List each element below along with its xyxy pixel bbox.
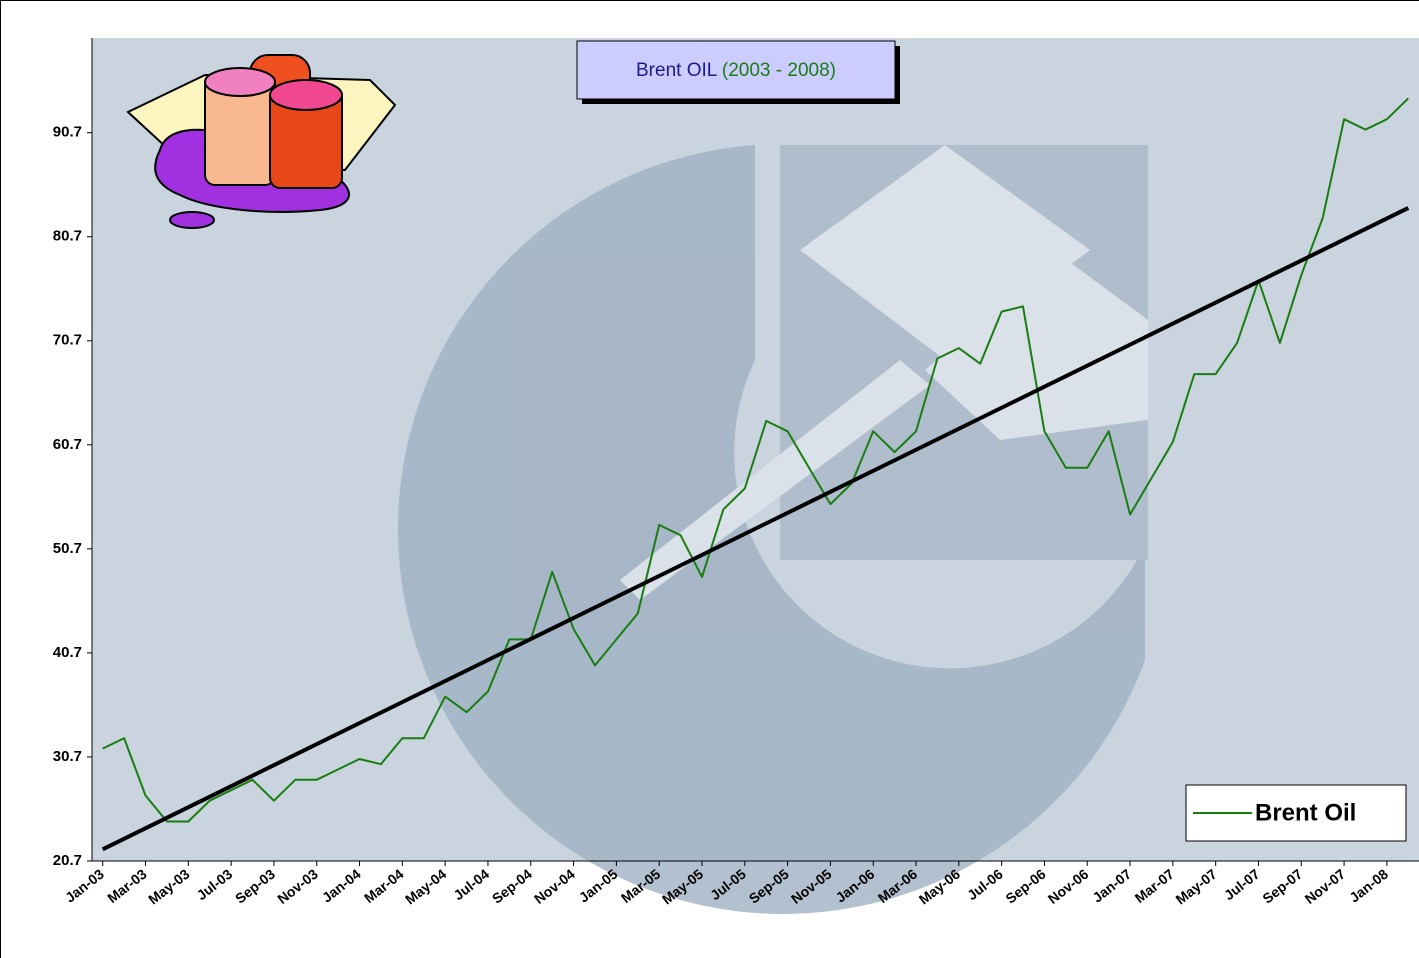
background-logo xyxy=(397,145,1148,914)
y-tick-label: 60.7 xyxy=(53,436,82,453)
y-tick-label: 70.7 xyxy=(53,332,82,349)
y-tick-label: 40.7 xyxy=(53,644,82,661)
y-tick-label: 90.7 xyxy=(53,124,82,141)
title-background xyxy=(576,40,896,100)
y-tick-label: 20.7 xyxy=(53,852,82,869)
title-main: Brent OIL xyxy=(636,60,717,81)
data-line xyxy=(102,97,1409,823)
legend-label: Brent Oil xyxy=(1255,799,1356,826)
y-tick-label: 30.7 xyxy=(53,748,82,765)
y-tick-label: 80.7 xyxy=(53,228,82,245)
title-box: Brent OIL (2003 - 2008) xyxy=(576,40,900,104)
y-tick-label: 50.7 xyxy=(53,540,82,557)
trend-line xyxy=(101,206,1410,852)
oil-barrels-clipart xyxy=(126,54,397,229)
chart-title: Brent OIL (2003 - 2008) xyxy=(636,60,836,81)
title-years: (2003 - 2008) xyxy=(722,60,836,81)
legend: Brent Oil xyxy=(1185,784,1407,842)
plot-marks xyxy=(101,97,1410,852)
